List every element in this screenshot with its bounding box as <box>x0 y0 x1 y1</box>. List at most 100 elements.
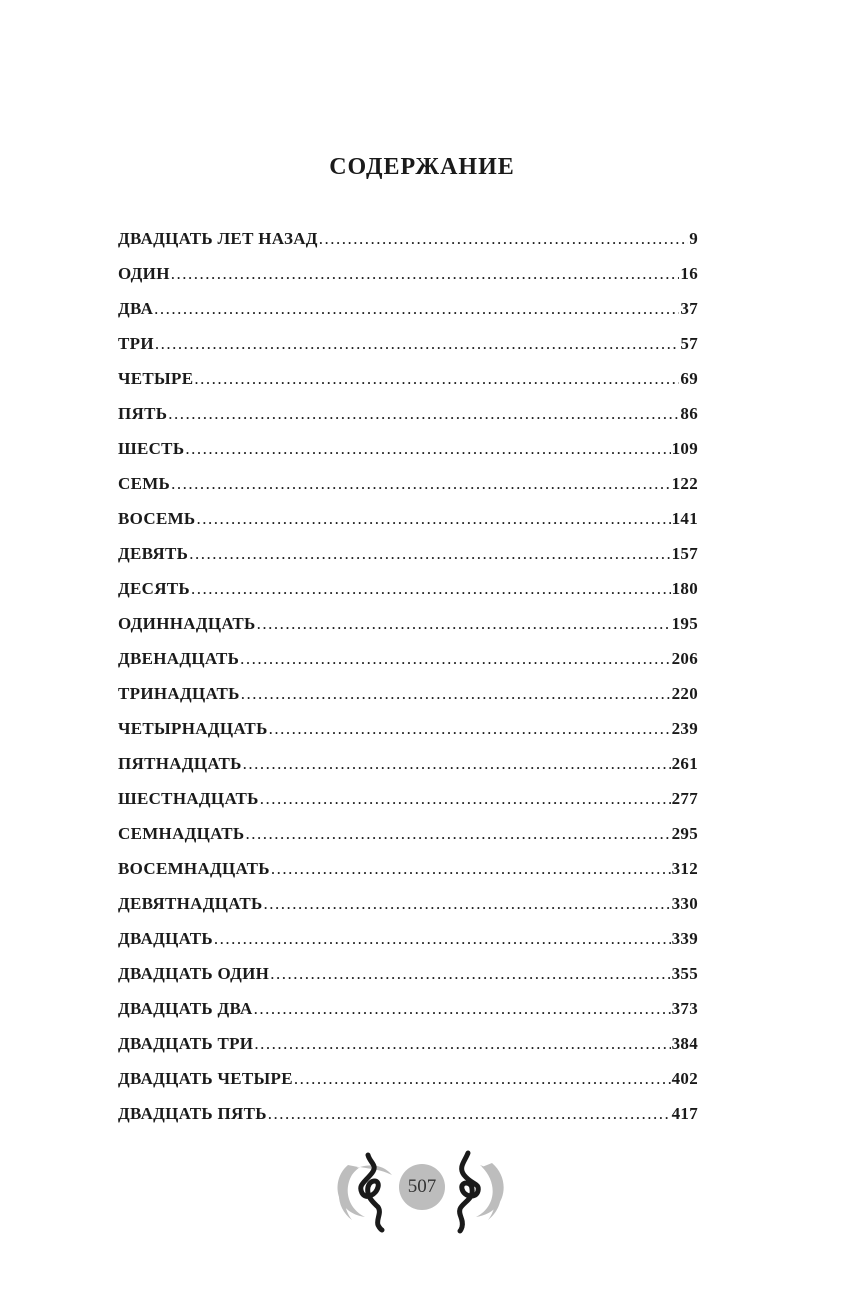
toc-entry-title: ДВАДЦАТЬ <box>118 929 213 948</box>
toc-entry-title: ДЕВЯТЬ <box>118 544 189 563</box>
toc-entry-title: ДЕСЯТЬ <box>118 579 190 598</box>
dot-leader <box>245 824 670 844</box>
toc-entry-page: 373 <box>671 999 698 1018</box>
toc-entry-page: 220 <box>671 684 698 703</box>
toc-entry-page: 180 <box>671 579 698 598</box>
dot-leader <box>168 404 679 424</box>
toc-entry-page: 239 <box>671 719 698 738</box>
toc-entry: ШЕСТЬ 109 <box>118 439 698 474</box>
toc-entry-title: ДВАДЦАТЬ ЧЕТЫРЕ <box>118 1069 293 1088</box>
toc-entry: ДВАДЦАТЬ ЛЕТ НАЗАД 9 <box>118 229 698 264</box>
toc-entry: ДВАДЦАТЬ ТРИ 384 <box>118 1034 698 1069</box>
toc-entry-title: СЕМНАДЦАТЬ <box>118 824 245 843</box>
dot-leader <box>271 859 671 879</box>
toc-entry-title: СЕМЬ <box>118 474 171 493</box>
toc-entry: ПЯТНАДЦАТЬ 261 <box>118 754 698 789</box>
toc-entry: ДВАДЦАТЬ ПЯТЬ 417 <box>118 1104 698 1139</box>
toc-entry-page: 330 <box>671 894 698 913</box>
toc-entry-page: 37 <box>680 299 698 318</box>
snake-moon-ornament-icon <box>337 1150 504 1234</box>
toc-entry-page: 277 <box>671 789 698 808</box>
toc-entry-page: 57 <box>680 334 698 353</box>
toc-entry-page: 141 <box>671 509 698 528</box>
toc-entry: ДВА 37 <box>118 299 698 334</box>
toc-entry-page: 355 <box>671 964 698 983</box>
toc-entry-page: 9 <box>689 229 698 248</box>
page-footer-ornament: 507 <box>330 1145 510 1240</box>
toc-entry: ТРИ 57 <box>118 334 698 369</box>
toc-entry: ЧЕТЫРНАДЦАТЬ 239 <box>118 719 698 754</box>
toc-entry: ВОСЕМНАДЦАТЬ 312 <box>118 859 698 894</box>
toc-entry-page: 16 <box>680 264 698 283</box>
dot-leader <box>191 579 671 599</box>
dot-leader <box>171 474 670 494</box>
toc-entry: ВОСЕМЬ 141 <box>118 509 698 544</box>
dot-leader <box>185 439 670 459</box>
dot-leader <box>155 334 680 354</box>
dot-leader <box>194 369 679 389</box>
toc-entry-title: ЧЕТЫРЕ <box>118 369 194 388</box>
toc-entry-page: 195 <box>671 614 698 633</box>
toc-entry-page: 295 <box>671 824 698 843</box>
toc-entry: ДВАДЦАТЬ 339 <box>118 929 698 964</box>
toc-entry-page: 206 <box>671 649 698 668</box>
toc-entry: ДЕВЯТЬ 157 <box>118 544 698 579</box>
toc-entry: ОДИН 16 <box>118 264 698 299</box>
toc-entry: ДВАДЦАТЬ ЧЕТЫРЕ 402 <box>118 1069 698 1104</box>
toc-entry: ДВЕНАДЦАТЬ 206 <box>118 649 698 684</box>
toc-entry: ПЯТЬ 86 <box>118 404 698 439</box>
toc-entry-title: ДВА <box>118 299 154 318</box>
toc-entry-title: ЧЕТЫРНАДЦАТЬ <box>118 719 268 738</box>
toc-entry: СЕМЬ 122 <box>118 474 698 509</box>
toc-entry-page: 261 <box>671 754 698 773</box>
toc-entry-page: 109 <box>671 439 698 458</box>
toc-entry-title: ВОСЕМЬ <box>118 509 196 528</box>
toc-entry: ТРИНАДЦАТЬ 220 <box>118 684 698 719</box>
dot-leader <box>243 754 671 774</box>
toc-entry-title: ТРИ <box>118 334 154 353</box>
toc-entry-title: ДВЕНАДЦАТЬ <box>118 649 240 668</box>
toc-entry: ДВАДЦАТЬ ДВА 373 <box>118 999 698 1034</box>
dot-leader <box>154 299 679 319</box>
toc-entry-title: ШЕСТЬ <box>118 439 185 458</box>
dot-leader <box>268 1104 671 1124</box>
toc-entry-title: ДВАДЦАТЬ ОДИН <box>118 964 270 983</box>
toc-entry: ШЕСТНАДЦАТЬ 277 <box>118 789 698 824</box>
toc-entry-title: ШЕСТНАДЦАТЬ <box>118 789 259 808</box>
dot-leader <box>240 649 670 669</box>
toc-entry-page: 339 <box>671 929 698 948</box>
toc-entry-title: ДЕВЯТНАДЦАТЬ <box>118 894 263 913</box>
dot-leader <box>241 684 671 704</box>
toc-entry-title: ДВАДЦАТЬ ТРИ <box>118 1034 254 1053</box>
toc-entry-title: ОДИН <box>118 264 170 283</box>
dot-leader <box>269 719 671 739</box>
dot-leader <box>254 999 671 1019</box>
dot-leader <box>257 614 671 634</box>
toc-entry-page: 402 <box>671 1069 698 1088</box>
toc-entry: ДЕВЯТНАДЦАТЬ 330 <box>118 894 698 929</box>
toc-entry-title: ТРИНАДЦАТЬ <box>118 684 240 703</box>
toc-entry-page: 384 <box>671 1034 698 1053</box>
page-number: 507 <box>399 1164 445 1210</box>
table-of-contents: ДВАДЦАТЬ ЛЕТ НАЗАД 9 ОДИН 16 ДВА 37 ТРИ 57 ЧЕТЫР… <box>118 229 698 1139</box>
toc-entry-title: ВОСЕМНАДЦАТЬ <box>118 859 270 878</box>
toc-entry: СЕМНАДЦАТЬ 295 <box>118 824 698 859</box>
toc-entry-page: 417 <box>671 1104 698 1123</box>
toc-entry-title: ОДИННАДЦАТЬ <box>118 614 256 633</box>
dot-leader <box>270 964 670 984</box>
dot-leader <box>254 1034 670 1054</box>
toc-entry-title: ДВАДЦАТЬ ДВА <box>118 999 253 1018</box>
toc-entry: ОДИННАДЦАТЬ 195 <box>118 614 698 649</box>
toc-entry-page: 157 <box>671 544 698 563</box>
toc-entry-page: 312 <box>671 859 698 878</box>
dot-leader <box>189 544 670 564</box>
toc-entry-title: ПЯТЬ <box>118 404 168 423</box>
toc-entry: ДЕСЯТЬ 180 <box>118 579 698 614</box>
dot-leader <box>214 929 671 949</box>
dot-leader <box>171 264 680 284</box>
toc-entry-title: ДВАДЦАТЬ ЛЕТ НАЗАД <box>118 229 318 248</box>
dot-leader <box>196 509 670 529</box>
dot-leader <box>264 894 671 914</box>
toc-entry-title: ДВАДЦАТЬ ПЯТЬ <box>118 1104 267 1123</box>
dot-leader <box>294 1069 671 1089</box>
